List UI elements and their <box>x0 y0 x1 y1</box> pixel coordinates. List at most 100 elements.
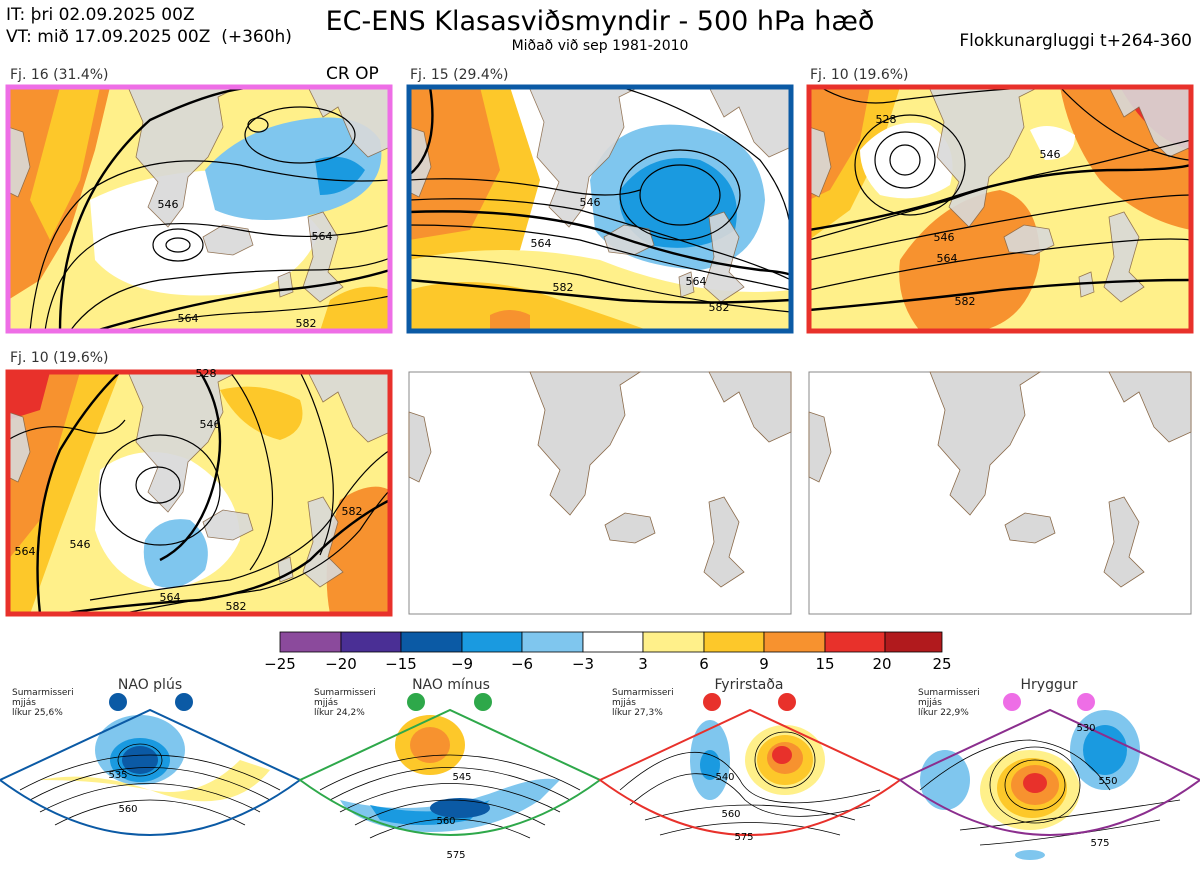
panel-3-frame <box>806 84 1194 334</box>
pattern-3-contour-label: 540 <box>715 772 734 783</box>
pattern-1-title: NAO plús <box>117 677 183 693</box>
pattern-3-season: Sumarmisseri <box>612 688 674 698</box>
colorbar-segment <box>582 631 644 653</box>
colorbar-tick: −15 <box>385 655 417 673</box>
panel-4-contour-label: 582 <box>342 505 363 518</box>
pattern-2-notes: Sumarmisseri mjjás líkur 24,2% <box>314 688 376 718</box>
colorbar-tick: 20 <box>872 655 892 673</box>
panel-4-contour-label: 546 <box>70 538 91 551</box>
pattern-2-smoothing: mjjás <box>314 698 338 708</box>
panel-2-map <box>409 87 791 331</box>
panel-3-contour-label: 582 <box>955 295 976 308</box>
pattern-3-contour-label: 560 <box>721 809 740 820</box>
pattern-1-contour-label: 560 <box>118 804 137 815</box>
pattern-3-notes: Sumarmisseri mjjás líkur 27,3% <box>612 688 674 718</box>
pattern-4-notes: Sumarmisseri mjjás líkur 22,9% <box>918 688 980 718</box>
panel-2-contour-label: 564 <box>531 237 552 250</box>
panel-4-map <box>8 372 390 614</box>
pattern-1-smoothing: mjjás <box>12 698 36 708</box>
pattern-2-probability: líkur 24,2% <box>314 708 365 718</box>
pattern-1-marker <box>109 693 127 711</box>
pattern-4-smoothing: mjjás <box>918 698 942 708</box>
panel-1-label: Fj. 16 (31.4%) <box>10 67 109 83</box>
panel-1-contour-label: 564 <box>312 230 333 243</box>
panel-3-contour-label: 564 <box>937 252 958 265</box>
panel-2-contour-label: 582 <box>553 281 574 294</box>
pattern-2-contour-label: 560 <box>436 816 455 827</box>
colorbar-tick: 9 <box>759 655 769 673</box>
pattern-4-marker <box>1077 693 1095 711</box>
pattern-4-season: Sumarmisseri <box>918 688 980 698</box>
colorbar-segment <box>763 631 826 653</box>
page-subtitle: Miðað við sep 1981-2010 <box>511 38 689 54</box>
panel-3-map <box>809 87 1191 331</box>
panel-1-contour-label: 546 <box>158 198 179 211</box>
classification-window: Flokkunargluggi t+264-360 <box>959 31 1192 51</box>
panel-4-contour-label: 546 <box>200 418 221 431</box>
panel-4-contour-label: 582 <box>226 600 247 613</box>
panel-2-contour-label: 546 <box>580 196 601 209</box>
pattern-3-probability: líkur 27,3% <box>612 708 663 718</box>
colorbar-tick: 6 <box>699 655 709 673</box>
colorbar-segment <box>340 631 402 653</box>
colorbar-segment <box>703 631 765 653</box>
pattern-2-marker <box>474 693 492 711</box>
pattern-4-contour-label: 530 <box>1076 723 1095 734</box>
colorbar-segment <box>400 631 463 653</box>
panel-3-label: Fj. 10 (19.6%) <box>810 67 909 83</box>
colorbar-tick: 3 <box>638 655 648 673</box>
colorbar-segment <box>279 631 342 653</box>
panel-3-contour-label: 546 <box>1040 148 1061 161</box>
pattern-4-marker <box>1003 693 1021 711</box>
colorbar-segment <box>642 631 705 653</box>
pattern-1-contour-label: 535 <box>108 770 127 781</box>
pattern-2-map <box>298 708 602 839</box>
colorbar-tick: −9 <box>450 655 474 673</box>
pattern-1-notes: Sumarmisseri mjjás líkur 25,6% <box>12 688 74 718</box>
pattern-2-season: Sumarmisseri <box>314 688 376 698</box>
panel-2-contour-label: 564 <box>686 275 707 288</box>
pattern-1-probability: líkur 25,6% <box>12 708 63 718</box>
panel-2-label: Fj. 15 (29.4%) <box>410 67 509 83</box>
pattern-2-contour-label: 575 <box>446 850 465 861</box>
pattern-1-marker <box>175 693 193 711</box>
panel-4-contour-label: 564 <box>160 591 181 604</box>
panel-1-contour-label: 564 <box>178 312 199 325</box>
pattern-2-contour-label: 545 <box>452 772 471 783</box>
pattern-4-title: Hryggur <box>1020 677 1078 693</box>
panel-5-map <box>408 371 792 615</box>
colorbar-tick: 15 <box>815 655 835 673</box>
pattern-4-probability: líkur 22,9% <box>918 708 969 718</box>
header-times: IT: þri 02.09.2025 00Z VT: mið 17.09.202… <box>6 4 292 48</box>
colorbar-tick: −6 <box>510 655 534 673</box>
panel-4-contour-label: 564 <box>15 545 36 558</box>
pattern-4-map <box>898 708 1200 860</box>
pattern-3-smoothing: mjjás <box>612 698 636 708</box>
colorbar-segment <box>461 631 523 653</box>
panel-6-map <box>808 371 1192 615</box>
colorbar-tick: −3 <box>571 655 595 673</box>
panel-2-frame <box>406 84 794 334</box>
colorbar-segment <box>824 631 886 653</box>
pattern-3-title: Fyrirstaða <box>714 677 784 693</box>
panel-1-map <box>8 87 390 331</box>
panel-1-contour-label: 582 <box>296 317 317 330</box>
pattern-3-map <box>598 708 902 836</box>
panel-4-contour-label: 528 <box>196 367 217 380</box>
panel-2-contour-label: 582 <box>709 301 730 314</box>
colorbar-segment <box>521 631 584 653</box>
pattern-3-marker <box>703 693 721 711</box>
pattern-3-marker <box>778 693 796 711</box>
init-time: IT: þri 02.09.2025 00Z <box>6 5 195 25</box>
panel-1-frame <box>5 84 393 334</box>
panel-4-frame <box>5 369 393 617</box>
colorbar-tick: 25 <box>932 655 952 673</box>
colorbar-tick: −25 <box>264 655 296 673</box>
panel-3-contour-label: 546 <box>934 231 955 244</box>
page-title: EC-ENS Klasasviðsmyndir - 500 hPa hæð <box>325 6 875 37</box>
pattern-4-contour-label: 575 <box>1090 838 1109 849</box>
pattern-1-map <box>0 708 302 836</box>
colorbar-tick: −20 <box>325 655 357 673</box>
pattern-3-contour-label: 575 <box>734 832 753 843</box>
panel-3-contour-label: 528 <box>876 113 897 126</box>
